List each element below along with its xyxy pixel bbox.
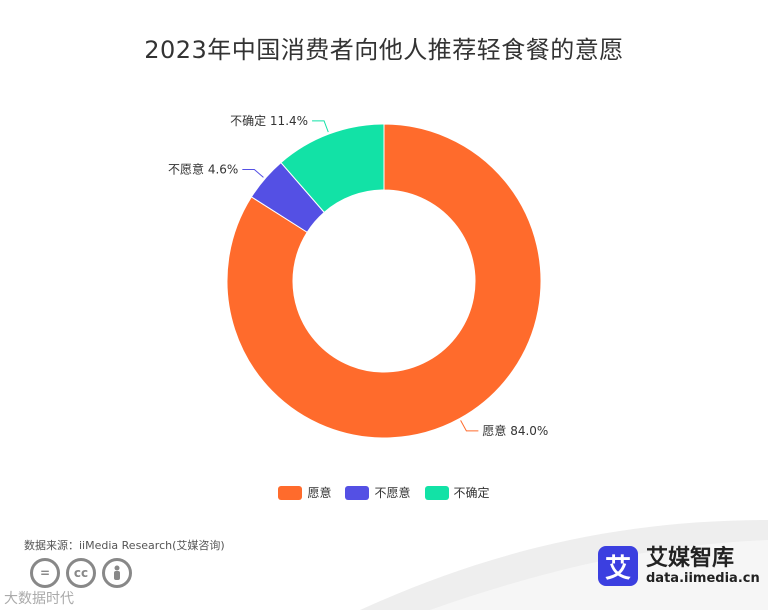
- watermark: 大数据时代: [4, 591, 74, 607]
- person-icon: [102, 558, 132, 588]
- label-leader-line: [242, 169, 264, 178]
- legend-label: 愿意: [307, 486, 332, 500]
- brand-url: data.iimedia.cn: [646, 570, 760, 586]
- slice-label: 不确定 11.4%: [230, 113, 308, 128]
- brand-logo-icon: 艾: [598, 546, 638, 586]
- equals-icon: =: [30, 558, 60, 588]
- brand: 艾 艾媒智库 data.iimedia.cn: [598, 546, 760, 586]
- pie-slice[interactable]: [226, 123, 542, 439]
- pie-slice[interactable]: [280, 123, 385, 214]
- chart-title: 2023年中国消费者向他人推荐轻食餐的意愿: [144, 36, 624, 64]
- legend-label: 不确定: [453, 486, 490, 500]
- legend-label: 不愿意: [374, 486, 411, 500]
- license-icons: = cc: [30, 558, 132, 588]
- legend-swatch: [424, 485, 449, 500]
- chart-legend: 愿意 不愿意 不确定: [0, 484, 768, 501]
- legend-swatch: [278, 485, 303, 500]
- label-leader-line: [460, 420, 479, 432]
- data-source: 数据来源：iiMedia Research(艾媒咨询): [24, 539, 225, 552]
- legend-item-unwilling[interactable]: 不愿意: [345, 484, 411, 501]
- legend-swatch: [345, 485, 370, 500]
- brand-name: 艾媒智库: [646, 545, 735, 571]
- legend-item-unsure[interactable]: 不确定: [424, 484, 490, 501]
- slice-label: 愿意 84.0%: [482, 423, 548, 438]
- label-leader-line: [312, 120, 329, 133]
- slice-label: 不愿意 4.6%: [168, 162, 238, 177]
- cc-icon: cc: [66, 558, 96, 588]
- legend-item-willing[interactable]: 愿意: [278, 484, 331, 501]
